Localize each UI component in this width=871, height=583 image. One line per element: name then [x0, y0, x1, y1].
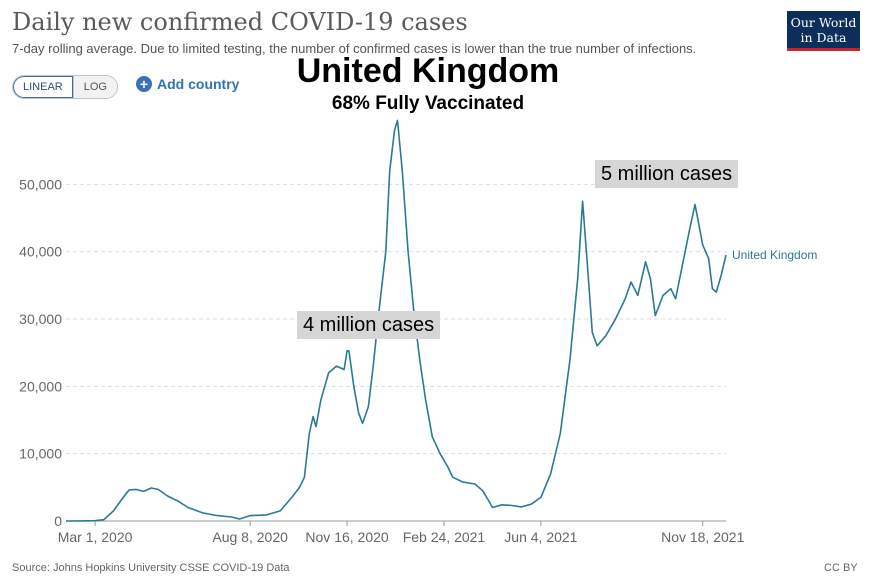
logo-line-2: in Data: [800, 30, 847, 45]
overlay-country-title: United Kingdom: [296, 52, 560, 90]
chart-subtitle: 7-day rolling average. Due to limited te…: [12, 41, 697, 56]
series-line-united-kingdom: [65, 119, 727, 522]
x-tick-label: Nov 18, 2021: [661, 529, 744, 545]
add-country-button[interactable]: + Add country: [136, 76, 239, 92]
owid-logo[interactable]: Our World in Data: [787, 11, 860, 51]
annotation-4-million: 4 million cases: [297, 311, 441, 339]
x-tick-label: Jun 4, 2021: [504, 529, 577, 545]
annotation-5-million: 5 million cases: [595, 160, 739, 188]
log-scale-button[interactable]: LOG: [73, 76, 117, 98]
series-label: United Kingdom: [732, 248, 817, 262]
chart-title: Daily new confirmed COVID-19 cases: [12, 8, 468, 36]
y-tick-label: 0: [54, 513, 62, 529]
y-tick-label: 30,000: [19, 311, 62, 327]
y-tick-label: 20,000: [19, 378, 62, 394]
license-label[interactable]: CC BY: [824, 562, 858, 574]
add-country-label: Add country: [157, 76, 240, 92]
x-tick-label: Mar 1, 2020: [58, 529, 133, 545]
scale-toggle: LINEAR LOG: [12, 75, 118, 99]
overlay-vaccinated-text: 68% Fully Vaccinated: [331, 93, 525, 114]
logo-line-1: Our World: [790, 15, 857, 30]
y-tick-label: 40,000: [19, 244, 62, 260]
y-tick-label: 10,000: [19, 446, 62, 462]
x-tick-label: Nov 16, 2020: [305, 529, 388, 545]
x-tick-label: Feb 24, 2021: [403, 529, 486, 545]
x-tick-label: Aug 8, 2020: [212, 529, 288, 545]
linear-scale-button[interactable]: LINEAR: [13, 76, 74, 98]
y-tick-label: 50,000: [19, 176, 62, 192]
plus-circle-icon: +: [136, 76, 152, 92]
source-note[interactable]: Source: Johns Hopkins University CSSE CO…: [12, 562, 290, 574]
